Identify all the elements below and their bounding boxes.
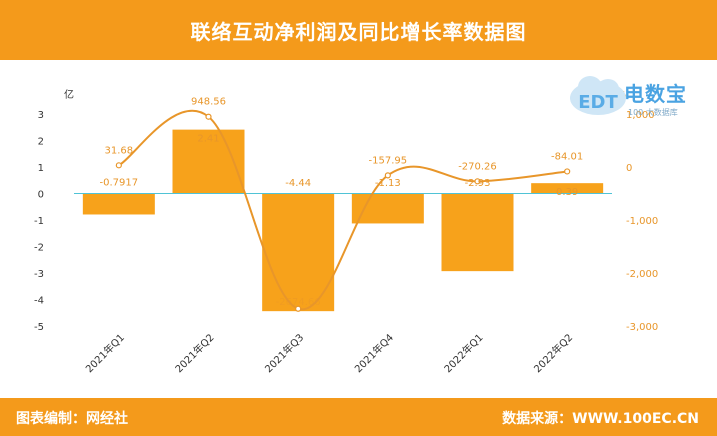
- bar-data-label: 0.39: [556, 187, 578, 198]
- y-right-tick-label: 0: [626, 163, 632, 174]
- x-tick-label: 2021年Q1: [83, 331, 127, 375]
- y-right-tick-label: -2,000: [626, 269, 658, 280]
- x-tick-label: 2021年Q3: [262, 331, 306, 375]
- bar-data-label: -0.7917: [100, 178, 139, 189]
- x-tick-label: 2021年Q4: [352, 331, 396, 375]
- y-left-unit-label: 亿: [64, 88, 74, 101]
- growth-point: [564, 168, 571, 175]
- bar: [82, 193, 155, 215]
- logo-cloud-text: EDT: [578, 92, 618, 113]
- chart-title: 联络互动净利润及同比增长率数据图: [190, 19, 527, 44]
- x-tick-label: 2022年Q2: [531, 331, 575, 375]
- y-left-tick-label: 0: [38, 190, 44, 201]
- cloud-logo-icon: EDT: [570, 76, 626, 115]
- bar: [351, 193, 424, 224]
- y-left-tick-label: -2: [34, 243, 44, 254]
- y-left-tick-label: -4: [34, 296, 44, 307]
- line-data-label: 948.56: [191, 97, 226, 108]
- y-right-tick-label: 1,000: [626, 110, 655, 121]
- bar: [531, 183, 604, 194]
- header-banner: 联络互动净利润及同比增长率数据图: [0, 0, 717, 60]
- logo-sub-text: 100 大数据库: [628, 108, 678, 117]
- line-data-label: -157.95: [369, 155, 408, 166]
- logo-brand-text: 电数宝: [624, 82, 687, 106]
- bar: [262, 193, 335, 312]
- y-left-tick-label: 3: [38, 110, 44, 121]
- y-left-tick-label: -3: [34, 269, 44, 280]
- line-data-label: -270.26: [458, 161, 497, 172]
- x-tick-label: 2021年Q2: [172, 331, 216, 375]
- growth-point: [295, 305, 302, 312]
- y-left-tick-label: 1: [38, 163, 44, 174]
- footer-banner: 图表编制：网经社 数据来源：WWW.100EC.CN: [0, 398, 717, 436]
- y-left-tick-label: -1: [34, 216, 44, 227]
- logo: EDT 电数宝 100 大数据库: [566, 70, 716, 120]
- line-data-label: -2674.66: [276, 297, 321, 308]
- y-right-tick-label: -1,000: [626, 216, 658, 227]
- growth-point: [205, 113, 212, 120]
- growth-point: [474, 178, 481, 185]
- growth-point: [115, 162, 122, 169]
- line-data-label: -84.01: [551, 151, 583, 162]
- growth-point: [384, 172, 391, 179]
- bar: [172, 129, 245, 194]
- bar-data-label: 2.41: [197, 134, 219, 145]
- bar-data-label: -2.93: [465, 178, 491, 189]
- bar-data-label: -1.13: [375, 178, 401, 189]
- bar-data-label: -4.44: [285, 178, 311, 189]
- footer-source-right: 数据来源：WWW.100EC.CN: [502, 411, 699, 427]
- y-right-tick-label: -3,000: [626, 322, 658, 333]
- x-tick-label: 2022年Q1: [441, 331, 485, 375]
- line-data-label: 31.68: [105, 145, 134, 156]
- y-left-tick-label: 2: [38, 137, 44, 148]
- bar: [441, 193, 514, 272]
- footer-source-left: 图表编制：网经社: [16, 411, 128, 427]
- y-left-tick-label: -5: [34, 322, 44, 333]
- chart-svg: 亿3210-1-2-3-4-5%1,0000-1,000-2,000-3,000…: [34, 88, 658, 375]
